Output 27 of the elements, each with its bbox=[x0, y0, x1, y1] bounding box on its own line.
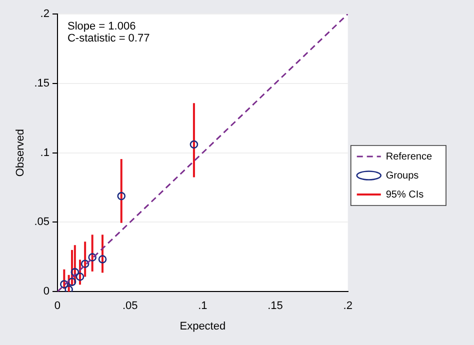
y-tick-label: .15 bbox=[34, 77, 50, 90]
annotation: Slope = 1.006 bbox=[67, 20, 136, 33]
y-tick-label: .2 bbox=[40, 8, 50, 20]
y-tick-label: 0 bbox=[43, 286, 50, 298]
y-tick-label: .1 bbox=[40, 146, 50, 159]
x-tick-label: 0 bbox=[54, 300, 61, 312]
point bbox=[88, 253, 96, 262]
point bbox=[64, 285, 73, 292]
x-tick-label: .05 bbox=[122, 300, 138, 312]
x-axis-title: Expected bbox=[180, 320, 226, 332]
annotation: C-statistic = 0.77 bbox=[67, 32, 150, 45]
point bbox=[98, 255, 107, 264]
point bbox=[76, 272, 84, 281]
point bbox=[80, 260, 90, 268]
y-tick-label: .05 bbox=[34, 216, 50, 228]
point bbox=[70, 268, 80, 276]
point bbox=[117, 192, 126, 200]
y-axis-title: Observed bbox=[14, 128, 27, 177]
point bbox=[190, 140, 198, 149]
x-tick-label: .2 bbox=[343, 300, 352, 312]
x-tick-label: .15 bbox=[268, 300, 283, 312]
text: 95% CIs bbox=[386, 189, 424, 200]
point bbox=[68, 278, 76, 286]
point bbox=[60, 280, 68, 288]
legend-label: Groups bbox=[386, 170, 419, 182]
legend-label: Reference bbox=[386, 151, 432, 162]
x-tick-label: .1 bbox=[198, 300, 208, 312]
